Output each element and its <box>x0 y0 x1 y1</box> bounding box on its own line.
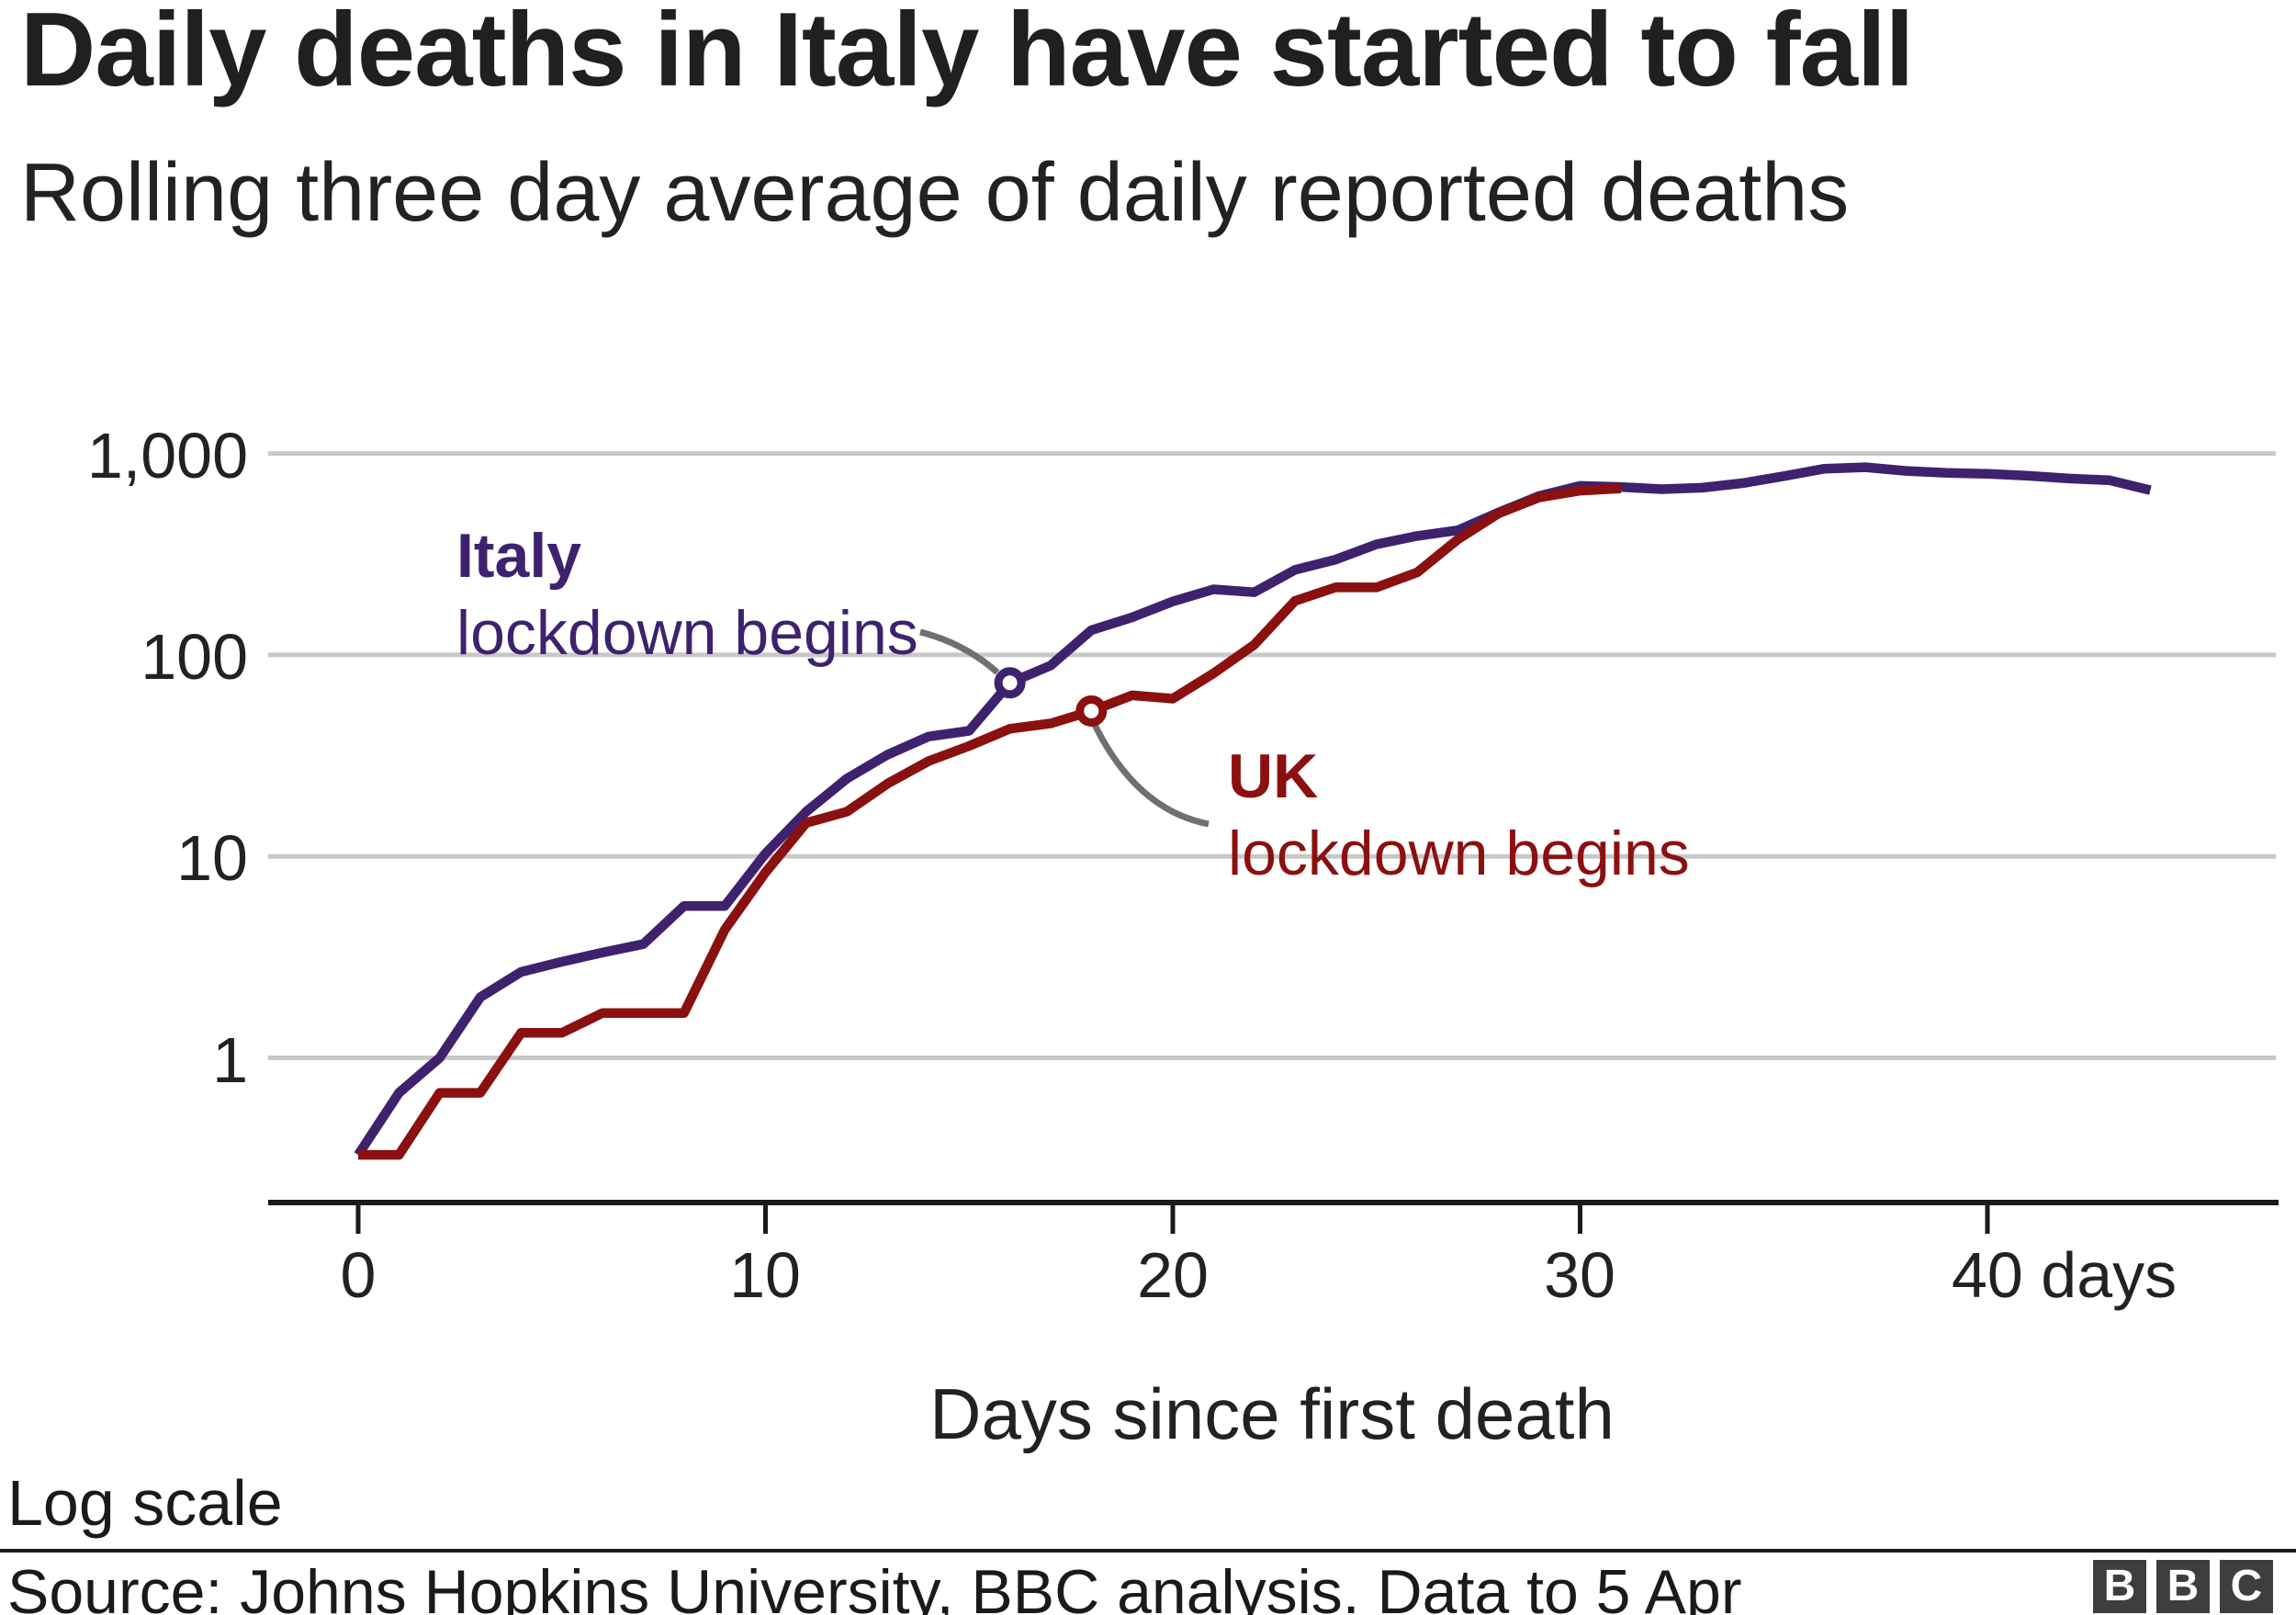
log-scale-note: Log scale <box>7 1467 283 1539</box>
italy-line <box>354 462 2152 1158</box>
y-tick-100: 100 <box>141 621 248 693</box>
uk-connector-line <box>1091 723 1210 828</box>
x-tick-20: 20 <box>1137 1239 1209 1311</box>
x-tick-30: 30 <box>1544 1239 1615 1311</box>
x-tick-10: 10 <box>729 1239 801 1311</box>
x-tick-40-days: 40 days <box>1952 1239 2178 1311</box>
italy-lockdown-marker <box>994 667 1026 699</box>
footer-divider <box>0 1549 2296 1553</box>
italy-annotation-name: Italy <box>456 521 582 591</box>
italy-annotation-text: lockdown begins <box>456 598 918 668</box>
x-tick-0: 0 <box>340 1239 377 1311</box>
italy-connector-line <box>919 628 1000 675</box>
y-tick-10: 10 <box>176 822 248 894</box>
uk-lockdown-annotation: UK lockdown begins <box>1228 738 1690 892</box>
bbc-logo-block-c: C <box>2220 1560 2273 1613</box>
bbc-logo-block-b2: B <box>2156 1560 2210 1613</box>
y-tick-1000: 1,000 <box>86 420 248 491</box>
uk-line <box>358 483 1622 1160</box>
uk-annotation-text: lockdown begins <box>1228 819 1690 888</box>
italy-lockdown-annotation: Italy lockdown begins <box>456 517 918 672</box>
bbc-logo-block-b1: B <box>2093 1560 2146 1613</box>
uk-lockdown-marker <box>1075 695 1108 727</box>
chart-subtitle: Rolling three day average of daily repor… <box>20 147 1850 239</box>
source-text: Source: Johns Hopkins University, BBC an… <box>7 1557 1742 1615</box>
y-tick-1: 1 <box>212 1024 248 1096</box>
chart-title: Daily deaths in Italy have started to fa… <box>20 0 1914 108</box>
x-axis-title: Days since first death <box>929 1373 1615 1454</box>
uk-annotation-name: UK <box>1228 741 1319 811</box>
